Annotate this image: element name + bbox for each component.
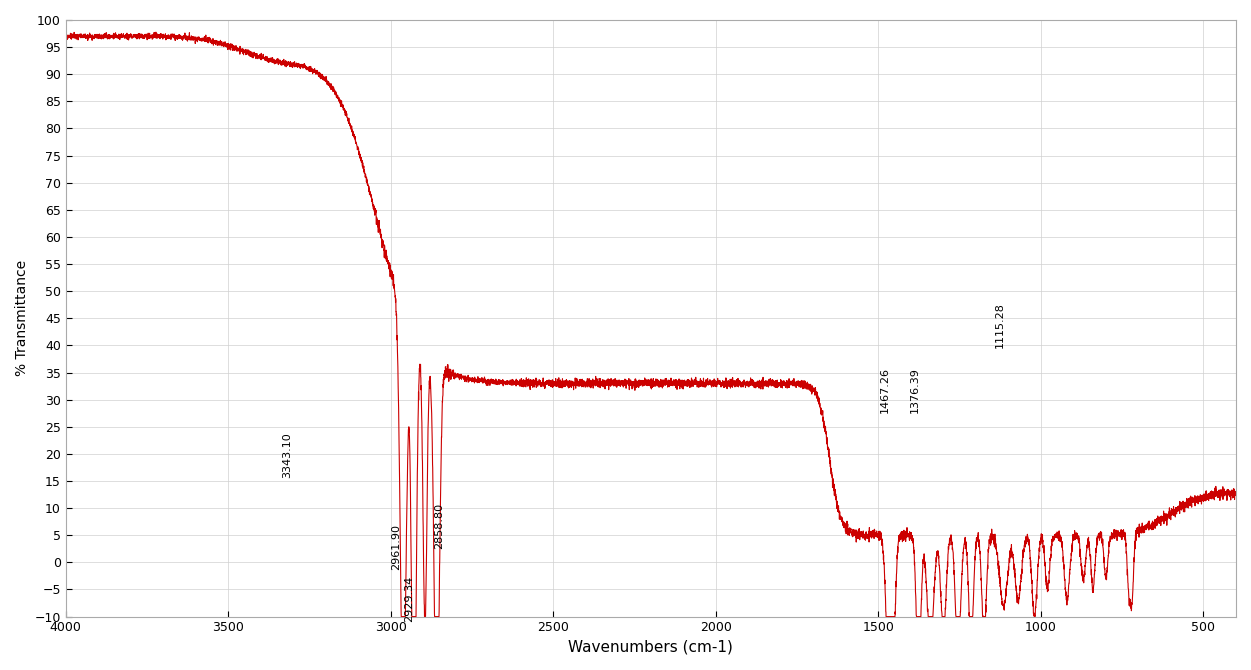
X-axis label: Wavenumbers (cm-1): Wavenumbers (cm-1) — [568, 640, 733, 655]
Text: 2961.90: 2961.90 — [392, 525, 402, 570]
Text: 3343.10: 3343.10 — [283, 432, 293, 478]
Text: 2929.34: 2929.34 — [404, 576, 414, 622]
Text: 1376.39: 1376.39 — [909, 367, 919, 413]
Text: 1467.26: 1467.26 — [881, 367, 891, 413]
Text: 2858.80: 2858.80 — [434, 502, 444, 549]
Text: 1115.28: 1115.28 — [995, 302, 1005, 348]
Y-axis label: % Transmittance: % Transmittance — [15, 260, 29, 377]
